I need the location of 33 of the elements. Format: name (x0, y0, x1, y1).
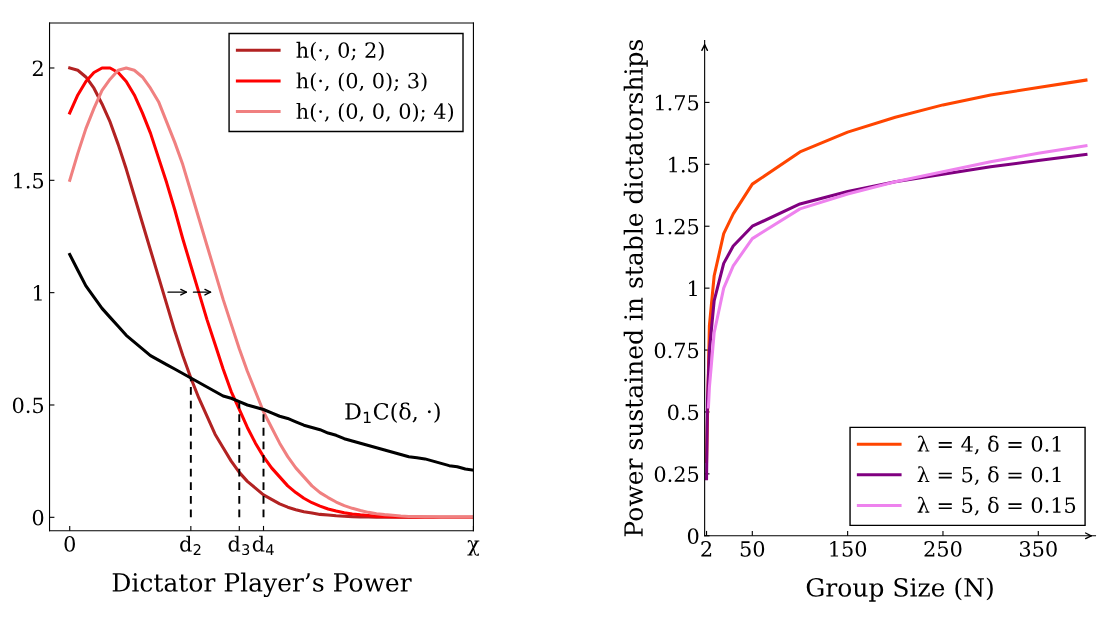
y-tick-label: 0.25 (654, 466, 699, 483)
y-tick-label: 0.5 (668, 404, 699, 421)
y-tick-label: 1.5 (14, 172, 44, 189)
x-tick-label: 350 (1020, 541, 1057, 557)
annotation: D$_{1}$C(δ, ·) (345, 402, 440, 424)
x-tick-label: d$_{2}$ (180, 535, 201, 555)
x-tick-label: 250 (924, 541, 962, 557)
line-series (706, 144, 1088, 409)
legend-label: λ = 5, δ = 0.1 (917, 466, 1061, 485)
y-tick-label: 1.75 (655, 94, 699, 111)
x-axis-title: Dictator Player’s Power (112, 572, 412, 598)
x-tick-label: 150 (830, 541, 867, 557)
x-tick-label: d$_{4}$ (252, 535, 274, 555)
y-tick-label: 0.5 (12, 397, 44, 414)
legend-label: λ = 5, δ = 0.15 (917, 496, 1076, 516)
x-tick-label: 2 (701, 541, 712, 557)
x-tick-label: χ (467, 540, 480, 556)
y-tick-label: 1 (689, 280, 697, 297)
y-tick-label: 1.25 (655, 218, 699, 235)
x-tick-label: d$_{3}$ (228, 535, 250, 556)
x-tick-label: 0 (64, 536, 75, 552)
legend-label: h(·, (0, 0); 3) (296, 72, 427, 92)
y-tick-label: 2 (32, 60, 43, 76)
y-tick-label: 1 (33, 285, 42, 301)
legend-label: h(·, (0, 0, 0); 4) (296, 102, 454, 123)
y-tick-label: 0.75 (654, 342, 699, 359)
legend-label: h(·, 0; 2) (296, 41, 384, 61)
y-tick-label: 0 (32, 509, 44, 526)
x-tick-label: 50 (740, 541, 765, 557)
x-axis-title: Group Size (N) (806, 577, 993, 602)
y-axis-title: Power sustained in stable dictatorships (623, 40, 648, 537)
legend-label: λ = 4, δ = 0.1 (917, 435, 1061, 455)
y-tick-label: 1.5 (669, 156, 699, 173)
